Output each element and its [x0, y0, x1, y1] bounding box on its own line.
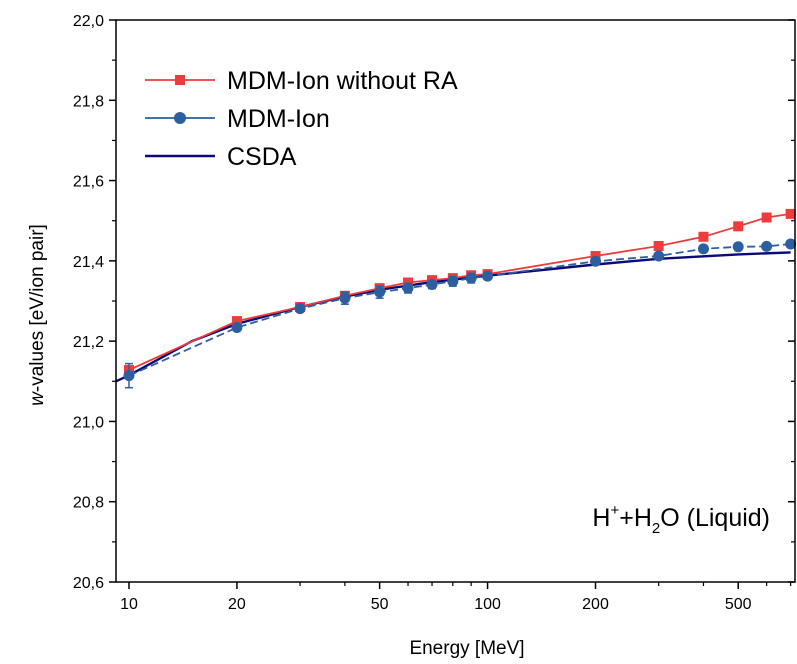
legend-label: MDM-Ion without RA	[227, 67, 458, 95]
data-point-circle	[123, 370, 135, 382]
data-point-circle	[426, 279, 438, 291]
data-point-circle	[785, 238, 797, 250]
data-point-square	[733, 221, 744, 232]
data-point-square	[761, 212, 772, 223]
data-point-square	[231, 316, 242, 327]
data-point-circle	[447, 275, 459, 287]
y-tick-label: 20,8	[73, 495, 104, 512]
legend-label: CSDA	[227, 143, 297, 171]
annotation-sub: 2	[652, 520, 660, 537]
data-point-circle	[339, 292, 351, 304]
y-tick-label: 21,6	[73, 174, 104, 191]
data-point-circle	[402, 282, 414, 294]
x-tick-label: 50	[371, 596, 389, 613]
data-point-circle	[732, 241, 744, 253]
x-tick-labels: 10 20 50 100 200 500	[120, 596, 752, 613]
series-line	[115, 251, 791, 383]
x-axis-title: Energy [MeV]	[409, 638, 524, 659]
annotation-suffix: O (Liquid)	[660, 504, 770, 532]
y-axis-title-italic: w	[27, 391, 48, 406]
y-tick-label: 21,8	[73, 93, 104, 110]
data-point-circle	[761, 240, 773, 252]
data-point-square	[403, 277, 414, 288]
legend-marker-circle	[174, 112, 186, 124]
y-tick-label: 21,0	[73, 414, 104, 431]
annotation-mid: +H	[619, 504, 652, 532]
data-point-circle	[374, 286, 386, 298]
data-point-circle	[294, 303, 306, 315]
plot-area	[115, 208, 797, 389]
x-tick-label: 500	[725, 596, 752, 613]
data-point-square	[785, 208, 796, 219]
data-point-circle	[697, 243, 709, 255]
data-point-circle	[590, 255, 602, 267]
x-tick-label: 100	[474, 596, 501, 613]
legend-label: MDM-Ion	[227, 105, 330, 133]
legend: MDM-Ion without RA MDM-Ion CSDA	[145, 67, 458, 171]
data-point-circle	[231, 321, 243, 333]
annotation-sup: +	[610, 502, 619, 519]
annotation: H++H2O (Liquid)	[592, 502, 770, 537]
data-point-circle	[482, 270, 494, 282]
y-tick-label: 20,6	[73, 575, 104, 592]
data-point-circle	[653, 250, 665, 262]
plot-frame	[115, 19, 796, 583]
data-point-square	[698, 231, 709, 242]
data-point-square	[653, 241, 664, 252]
annotation-prefix: H	[592, 504, 610, 532]
x-tick-label: 200	[582, 596, 609, 613]
series-line	[128, 213, 791, 371]
y-tick-label: 21,2	[73, 334, 104, 351]
legend-marker-square	[175, 75, 185, 85]
series-line	[128, 243, 791, 377]
y-tick-label: 21,4	[73, 254, 104, 271]
y-tick-label: 22,0	[73, 13, 104, 30]
x-tick-label: 20	[228, 596, 246, 613]
y-axis-title: w-values [eV/ion pair]	[27, 224, 48, 406]
data-point-circle	[465, 272, 477, 284]
y-tick-labels: 20,6 20,8 21,0 21,2 21,4 21,6 21,8 22,0	[73, 13, 104, 592]
y-axis-title-rest: -values [eV/ion pair]	[27, 224, 48, 392]
x-tick-label: 10	[120, 596, 138, 613]
